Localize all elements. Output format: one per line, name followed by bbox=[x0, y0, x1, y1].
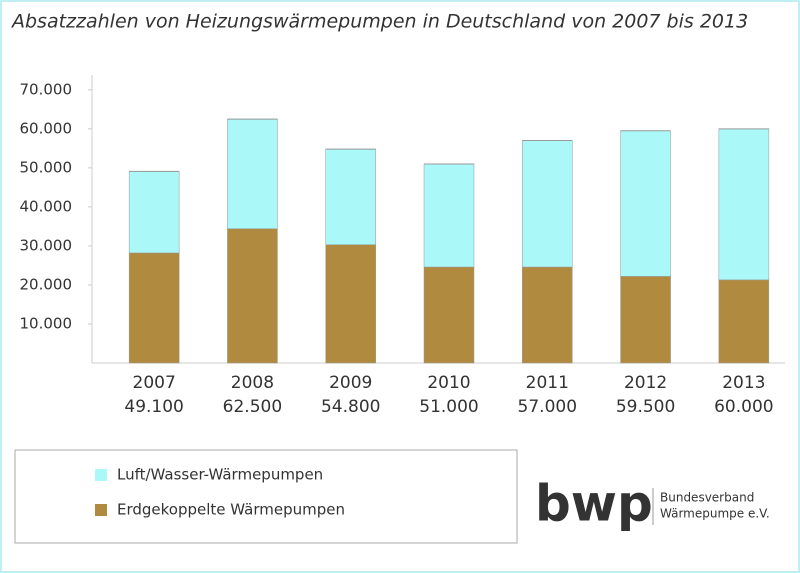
bar-segment bbox=[718, 128, 770, 281]
bar-segment bbox=[423, 266, 475, 364]
y-tick-label: 20.000 bbox=[20, 275, 73, 293]
y-tick-label: 60.000 bbox=[20, 119, 73, 137]
legend-box bbox=[14, 449, 518, 544]
bar-segment bbox=[227, 118, 278, 229]
bar-segment bbox=[128, 252, 180, 364]
total-label: 62.500 bbox=[223, 397, 282, 417]
legend-swatch bbox=[95, 504, 107, 516]
x-tick-label: 2008 bbox=[231, 373, 274, 393]
bar-segment bbox=[325, 148, 376, 245]
y-tick-label: 40.000 bbox=[20, 197, 73, 215]
bar-segment bbox=[522, 266, 573, 364]
total-label: 59.500 bbox=[616, 397, 675, 417]
total-label: 54.800 bbox=[321, 397, 380, 417]
bar-segment bbox=[128, 171, 180, 254]
total-label: 49.100 bbox=[124, 397, 183, 417]
y-tick-label: 70.000 bbox=[20, 80, 73, 98]
bar-segment bbox=[325, 244, 376, 364]
bar-segment bbox=[718, 279, 770, 364]
y-tick-label: 30.000 bbox=[20, 236, 73, 254]
total-label: 51.000 bbox=[419, 397, 478, 417]
bar-segment bbox=[522, 140, 573, 268]
bar-segment bbox=[227, 228, 278, 364]
x-tick-label: 2010 bbox=[427, 373, 470, 393]
chart-title: Absatzzahlen von Heizungswärmepumpen in … bbox=[10, 11, 748, 33]
x-tick-label: 2013 bbox=[722, 373, 765, 393]
x-tick-label: 2011 bbox=[526, 373, 569, 393]
x-tick-label: 2009 bbox=[329, 373, 372, 393]
bar-segment bbox=[423, 163, 475, 268]
logo-text: Wärmepumpe e.V. bbox=[660, 507, 770, 521]
logo-mark: bwp bbox=[535, 475, 653, 533]
x-tick-label: 2012 bbox=[624, 373, 667, 393]
x-tick-label: 2007 bbox=[133, 373, 176, 393]
legend-swatch bbox=[95, 469, 107, 481]
legend-label: Luft/Wasser-Wärmepumpen bbox=[117, 466, 323, 484]
bar-segment bbox=[620, 130, 671, 277]
total-label: 60.000 bbox=[714, 397, 773, 417]
bar-segment bbox=[620, 276, 671, 364]
logo: bwp Bundesverband Wärmepumpe e.V. bbox=[535, 475, 770, 533]
total-label: 57.000 bbox=[518, 397, 577, 417]
y-tick-label: 50.000 bbox=[20, 158, 73, 176]
logo-text: Bundesverband bbox=[660, 491, 754, 505]
legend-label: Erdgekoppelte Wärmepumpen bbox=[117, 501, 345, 519]
y-tick-label: 10.000 bbox=[20, 314, 73, 332]
